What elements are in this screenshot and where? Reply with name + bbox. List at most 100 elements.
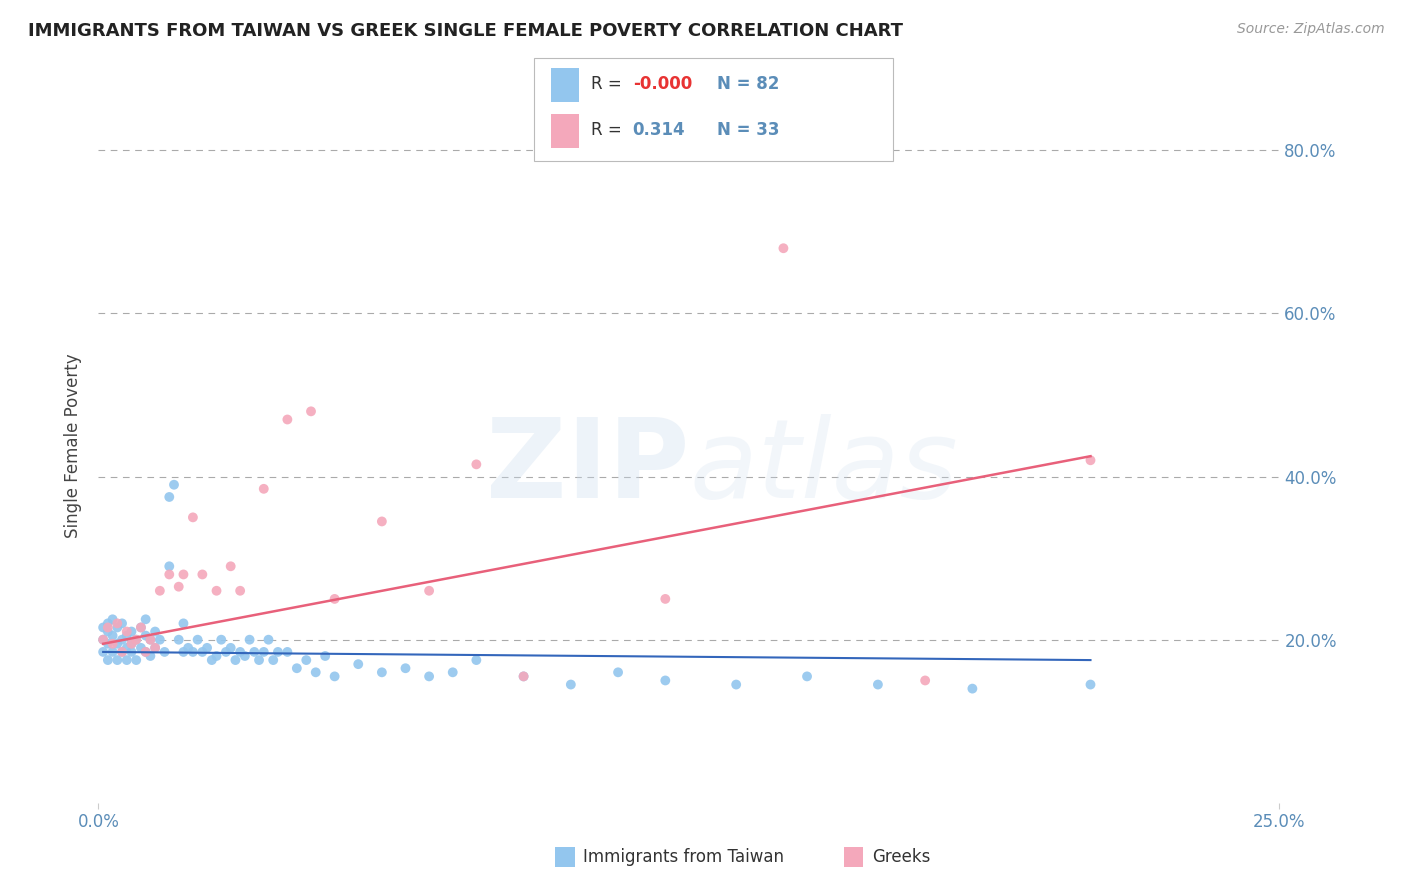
Point	[201, 653, 224, 667]
Point	[149, 632, 172, 647]
Point	[115, 653, 138, 667]
Point	[239, 632, 262, 647]
Point	[125, 632, 148, 647]
Point	[191, 645, 214, 659]
Point	[219, 640, 242, 655]
Point	[153, 645, 176, 659]
Text: ZIP: ZIP	[485, 414, 689, 521]
Point	[181, 645, 204, 659]
Point	[125, 632, 148, 647]
Point	[101, 637, 124, 651]
Point	[139, 632, 162, 647]
Point	[163, 477, 186, 491]
Point	[371, 665, 394, 680]
Point	[233, 648, 256, 663]
Point	[115, 624, 138, 639]
Y-axis label: Single Female Poverty: Single Female Poverty	[65, 354, 83, 538]
Point	[276, 645, 298, 659]
Text: Immigrants from Taiwan: Immigrants from Taiwan	[583, 848, 785, 866]
Text: N = 33: N = 33	[717, 121, 779, 139]
Point	[465, 458, 488, 472]
Point	[347, 657, 370, 672]
Point	[224, 653, 246, 667]
Text: 0.314: 0.314	[633, 121, 685, 139]
Point	[962, 681, 984, 696]
Point	[229, 645, 252, 659]
Point	[129, 620, 152, 634]
Point	[247, 653, 270, 667]
Point	[276, 412, 298, 426]
Point	[441, 665, 464, 680]
Point	[139, 648, 162, 663]
Point	[172, 645, 194, 659]
Point	[135, 612, 157, 626]
Point	[607, 665, 630, 680]
Point	[157, 559, 180, 574]
Point	[157, 490, 180, 504]
Point	[91, 632, 114, 647]
Point	[914, 673, 936, 688]
Point	[205, 648, 228, 663]
Point	[654, 591, 676, 606]
Point	[371, 515, 394, 529]
Point	[157, 567, 180, 582]
Point	[394, 661, 416, 675]
Point	[97, 637, 120, 651]
Point	[418, 583, 440, 598]
Point	[105, 620, 128, 634]
Point	[129, 640, 152, 655]
Point	[1080, 453, 1102, 467]
Point	[187, 632, 209, 647]
Point	[111, 632, 134, 647]
Text: R =: R =	[591, 75, 627, 94]
Point	[262, 653, 284, 667]
Point	[125, 653, 148, 667]
Point	[139, 632, 162, 647]
Point	[101, 612, 124, 626]
Point	[512, 669, 534, 683]
Point	[229, 583, 252, 598]
Point	[725, 677, 748, 691]
Point	[121, 624, 143, 639]
Point	[135, 629, 157, 643]
Point	[654, 673, 676, 688]
Point	[121, 637, 143, 651]
Point	[101, 645, 124, 659]
Point	[115, 640, 138, 655]
Point	[105, 616, 128, 631]
Point	[143, 624, 166, 639]
Point	[135, 645, 157, 659]
Point	[253, 645, 276, 659]
Point	[253, 482, 276, 496]
Point	[91, 620, 114, 634]
Text: Greeks: Greeks	[872, 848, 931, 866]
Point	[866, 677, 889, 691]
Point	[323, 669, 346, 683]
Point	[215, 645, 238, 659]
Point	[97, 620, 120, 634]
Point	[143, 640, 166, 655]
Point	[101, 629, 124, 643]
Text: atlas: atlas	[689, 414, 957, 521]
Point	[111, 645, 134, 659]
Point	[305, 665, 328, 680]
Point	[149, 583, 172, 598]
Point	[560, 677, 582, 691]
Point	[465, 653, 488, 667]
Point	[91, 632, 114, 647]
Point	[105, 653, 128, 667]
Point	[121, 637, 143, 651]
Point	[167, 632, 190, 647]
Point	[257, 632, 280, 647]
Point	[314, 648, 336, 663]
Point	[295, 653, 318, 667]
Point	[121, 645, 143, 659]
Point	[167, 580, 190, 594]
Point	[209, 632, 232, 647]
Point	[97, 653, 120, 667]
Text: IMMIGRANTS FROM TAIWAN VS GREEK SINGLE FEMALE POVERTY CORRELATION CHART: IMMIGRANTS FROM TAIWAN VS GREEK SINGLE F…	[28, 22, 903, 40]
Point	[772, 241, 794, 255]
Point	[418, 669, 440, 683]
Point	[111, 645, 134, 659]
Point	[172, 616, 194, 631]
